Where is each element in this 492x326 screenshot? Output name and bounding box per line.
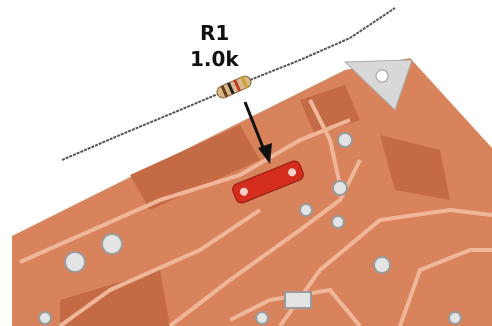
value-label: 1.0k [190, 47, 239, 71]
page: R1 1.0k (() => { const data = JSON.parse… [0, 0, 492, 326]
scene: R1 1.0k [0, 0, 492, 326]
corner-hole [376, 70, 388, 82]
reference-label: R1 [200, 21, 229, 45]
